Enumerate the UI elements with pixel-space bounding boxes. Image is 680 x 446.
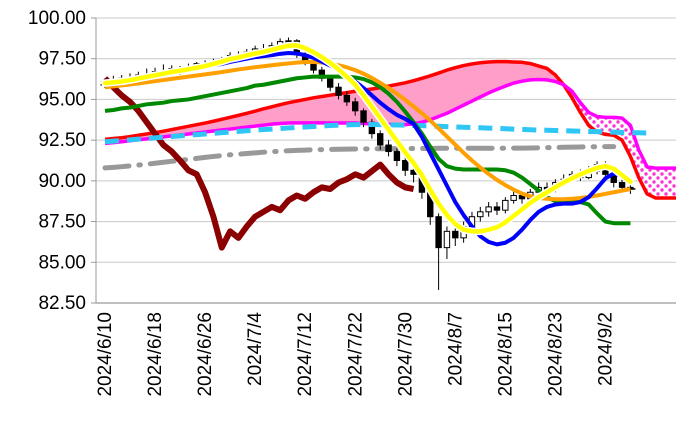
y-axis-label: 97.50 — [38, 49, 86, 70]
candle-body-up — [502, 199, 509, 211]
ma-cyan-dashed-line — [104, 122, 648, 145]
y-axis-labels: 100.00 97.50 95.00 92.50 90.00 87.50 85.00 82.5… — [28, 8, 86, 314]
candle-body-down — [335, 86, 342, 96]
x-axis-label: 2024/8/15 — [495, 312, 516, 397]
ma-gray-dashdot-line — [102, 144, 617, 171]
x-axis-label: 2024/8/23 — [545, 312, 566, 397]
candle-body-down — [377, 133, 384, 146]
y-axis-label: 85.00 — [38, 252, 86, 273]
candle-body-down — [352, 101, 359, 112]
y-axis-label: 100.00 — [28, 8, 86, 29]
x-axis-label: 2024/6/10 — [95, 312, 116, 397]
y-axis-label: 90.00 — [38, 171, 86, 192]
candle-body-down — [360, 110, 367, 123]
x-axis-label: 2024/7/30 — [395, 312, 416, 397]
x-axis-label: 2024/8/7 — [445, 312, 466, 386]
candle-body-up — [485, 206, 492, 213]
y-axis-label: 92.50 — [38, 130, 86, 151]
y-axis-label: 95.00 — [38, 89, 86, 110]
candle-body-down — [435, 216, 442, 249]
x-axis-labels: 2024/6/10 2024/6/18 2024/6/26 2024/7/4 2024/… — [95, 312, 616, 397]
candle-body-down — [618, 181, 626, 188]
candle-body-down — [402, 160, 409, 171]
y-axis-label: 87.50 — [38, 212, 86, 233]
candle-body-down — [393, 151, 401, 161]
candle-body-up — [443, 230, 451, 249]
x-axis-label: 2024/7/4 — [245, 312, 266, 386]
x-axis-label: 2024/6/26 — [195, 312, 216, 397]
x-axis-label: 2024/7/12 — [295, 312, 316, 397]
candle-body-down — [452, 230, 459, 239]
y-axis-label: 82.50 — [38, 293, 86, 314]
cloud-bearish-dotted-area — [563, 84, 676, 198]
candle-body-down — [493, 206, 501, 211]
candle-body-down — [343, 94, 351, 103]
x-axis-label: 2024/6/18 — [145, 312, 166, 397]
fast-line-yellow-line — [101, 41, 635, 236]
cloud-bullish-area — [105, 61, 564, 144]
x-axis-label: 2024/7/22 — [345, 312, 366, 397]
candle-body-down — [326, 77, 334, 88]
candle-body-up — [510, 195, 517, 201]
x-axis-label: 2024/9/2 — [595, 312, 616, 386]
candle-body-up — [477, 211, 484, 218]
candle-body-up — [285, 40, 292, 43]
candle-body-down — [385, 144, 392, 153]
